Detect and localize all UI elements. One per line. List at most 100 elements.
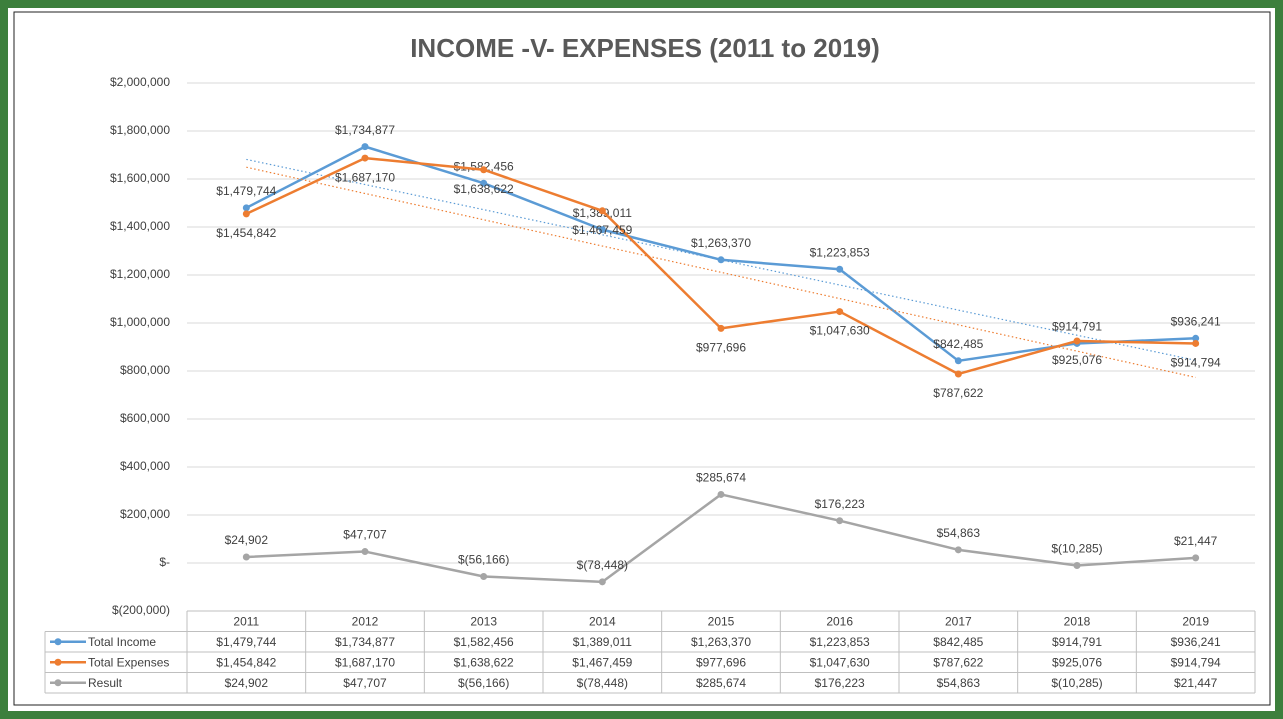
data-label: $977,696	[696, 341, 746, 355]
point	[598, 226, 606, 234]
x-tick-label: 2017	[945, 614, 972, 628]
y-tick-label: $-	[159, 555, 170, 569]
data-label: $914,794	[1171, 356, 1221, 370]
y-tick-label: $2,000,000	[110, 75, 170, 89]
data-label: $1,638,622	[454, 182, 514, 196]
data-label: $925,076	[1052, 353, 1102, 367]
y-tick-label: $200,000	[120, 507, 170, 521]
table-cell: $1,047,630	[810, 655, 870, 669]
y-tick-label: $1,200,000	[110, 267, 170, 281]
table-cell: $1,223,853	[810, 635, 870, 649]
y-tick-label: $400,000	[120, 459, 170, 473]
data-label: $1,479,744	[216, 184, 276, 198]
table-cell: $(78,448)	[577, 676, 628, 690]
point	[717, 256, 725, 264]
point	[361, 548, 369, 556]
data-label: $936,241	[1171, 314, 1221, 328]
x-tick-label: 2012	[352, 614, 379, 628]
table-cell: $842,485	[933, 635, 983, 649]
point	[480, 572, 488, 580]
x-tick-label: 2015	[708, 614, 735, 628]
table-cell: $1,263,370	[691, 635, 751, 649]
point	[954, 357, 962, 365]
point	[954, 546, 962, 554]
table-cell: $1,389,011	[573, 635, 632, 649]
data-label: $1,223,853	[810, 245, 870, 259]
x-tick-label: 2019	[1182, 614, 1209, 628]
data-label: $(78,448)	[577, 558, 628, 572]
y-tick-label: $1,800,000	[110, 123, 170, 137]
data-label: $787,622	[933, 386, 983, 400]
chart-border	[13, 11, 1271, 706]
point	[836, 308, 844, 316]
data-label: $(56,166)	[458, 553, 509, 567]
data-label: $1,263,370	[691, 236, 751, 250]
table-cell: $1,479,744	[216, 635, 276, 649]
y-tick-label: $1,000,000	[110, 315, 170, 329]
table-cell: $285,674	[696, 676, 746, 690]
point	[361, 143, 369, 151]
point	[1192, 334, 1200, 342]
table-cell: $(56,166)	[458, 676, 509, 690]
data-label: $54,863	[937, 526, 981, 540]
table-cell: $1,687,170	[335, 655, 395, 669]
table-cell: $1,638,622	[454, 655, 514, 669]
point	[480, 179, 488, 187]
point	[361, 154, 369, 162]
table-cell: $21,447	[1174, 676, 1218, 690]
point	[242, 204, 250, 212]
table-cell: $24,902	[225, 676, 269, 690]
data-label: $914,791	[1052, 320, 1102, 334]
point	[1192, 554, 1200, 562]
y-tick-label: $800,000	[120, 363, 170, 377]
legend-key-marker	[54, 679, 62, 687]
data-label: $(10,285)	[1051, 542, 1102, 556]
data-label: $24,902	[225, 533, 269, 547]
y-tick-label: $1,600,000	[110, 171, 170, 185]
y-tick-label: $1,400,000	[110, 219, 170, 233]
legend-key-marker	[54, 658, 62, 666]
table-cell: $176,223	[815, 676, 865, 690]
data-label: $21,447	[1174, 534, 1218, 548]
point	[480, 166, 488, 174]
data-label: $1,734,877	[335, 123, 395, 137]
legend-label: Total Income	[88, 635, 156, 649]
y-tick-label: $(200,000)	[112, 603, 170, 617]
point	[836, 517, 844, 525]
table-cell: $1,582,456	[454, 635, 514, 649]
x-tick-label: 2011	[233, 614, 259, 628]
point	[1073, 337, 1081, 345]
legend-key-marker	[54, 638, 62, 646]
table-cell: $914,794	[1171, 655, 1221, 669]
data-label: $1,687,170	[335, 170, 395, 184]
table-cell: $787,622	[933, 655, 983, 669]
x-tick-label: 2016	[826, 614, 853, 628]
table-cell: $977,696	[696, 655, 746, 669]
point	[1192, 339, 1200, 347]
table-cell: $1,734,877	[335, 635, 395, 649]
point	[1073, 561, 1081, 569]
point	[598, 578, 606, 586]
point	[242, 210, 250, 218]
table-cell: $47,707	[343, 676, 387, 690]
point	[717, 490, 725, 498]
data-label: $285,674	[696, 471, 746, 485]
legend-label: Total Expenses	[88, 655, 169, 669]
point	[717, 324, 725, 332]
data-label: $1,467,459	[572, 223, 632, 237]
x-tick-label: 2013	[470, 614, 497, 628]
table-cell: $925,076	[1052, 655, 1102, 669]
table-cell: $1,454,842	[216, 655, 276, 669]
point	[954, 370, 962, 378]
point	[242, 553, 250, 561]
chart-title: INCOME -V- EXPENSES (2011 to 2019)	[410, 33, 880, 63]
legend-label: Result	[88, 676, 123, 690]
data-label: $47,707	[343, 528, 387, 542]
table-cell: $54,863	[937, 676, 981, 690]
x-tick-label: 2014	[589, 614, 616, 628]
point	[598, 207, 606, 215]
y-tick-label: $600,000	[120, 411, 170, 425]
x-tick-label: 2018	[1064, 614, 1091, 628]
